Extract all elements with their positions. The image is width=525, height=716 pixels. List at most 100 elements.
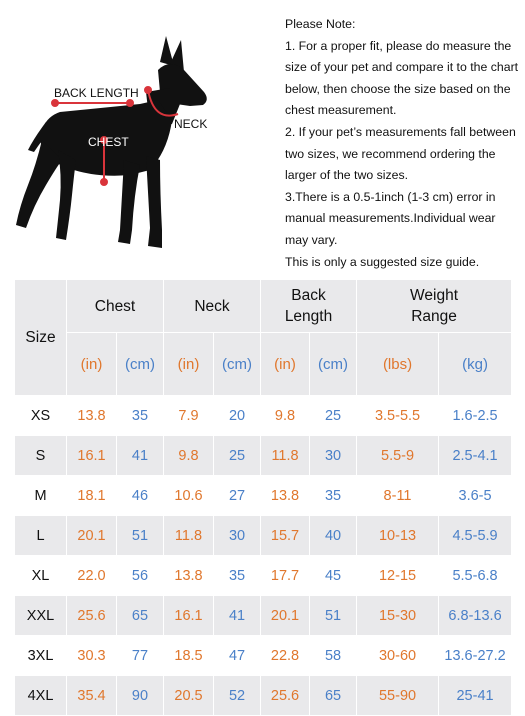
unit-header: (in) [163, 332, 214, 396]
value-cell: 30-60 [356, 635, 440, 676]
note-item: This is only a suggested size guide. [285, 254, 480, 269]
value-cell: 25.6 [66, 595, 117, 636]
value-cell: 9.8 [163, 435, 214, 476]
table-row: XS 13.8 35 7.9 20 9.8 25 3.5-5.5 1.6-2.5 [14, 395, 513, 436]
size-note: Please Note: 1. For a proper fit, please… [285, 14, 521, 273]
note-title: Please Note: [285, 17, 356, 31]
value-cell: 13.6-27.2 [438, 635, 513, 676]
value-cell: 20.5 [163, 675, 214, 716]
unit-header: (in) [260, 332, 311, 396]
value-cell: 25.6 [260, 675, 311, 716]
value-cell: 41 [116, 435, 164, 476]
neck-header: Neck [162, 279, 262, 333]
value-cell: 90 [116, 675, 164, 716]
value-cell: 35 [116, 395, 164, 436]
value-cell: 12-15 [356, 555, 440, 596]
value-cell: 7.9 [163, 395, 214, 436]
value-cell: 51 [309, 595, 358, 636]
value-cell: 27 [212, 475, 262, 516]
size-cell: 4XL [14, 675, 67, 716]
size-cell: XL [14, 555, 67, 596]
value-cell: 55-90 [356, 675, 440, 716]
value-cell: 15.7 [260, 515, 311, 556]
value-cell: 41 [212, 595, 262, 636]
value-cell: 18.5 [163, 635, 214, 676]
value-cell: 11.8 [260, 435, 311, 476]
value-cell: 35.4 [66, 675, 117, 716]
chest-header: Chest [66, 279, 164, 333]
value-cell: 3.5-5.5 [356, 395, 440, 436]
table-row: 4XL 35.4 90 20.5 52 25.6 65 55-90 25-41 [14, 675, 513, 716]
value-cell: 5.5-6.8 [438, 555, 513, 596]
size-chart-table: Size Chest Neck Back Length Weight Range… [14, 279, 513, 716]
value-cell: 30.3 [66, 635, 117, 676]
value-cell: 16.1 [163, 595, 214, 636]
size-cell: 3XL [14, 635, 67, 676]
value-cell: 2.5-4.1 [438, 435, 513, 476]
note-item: 3.There is a 0.5-1inch (1-3 cm) error in… [285, 189, 496, 247]
table-row: S 16.1 41 9.8 25 11.8 30 5.5-9 2.5-4.1 [14, 435, 513, 476]
value-cell: 18.1 [66, 475, 117, 516]
value-cell: 10-13 [356, 515, 440, 556]
value-cell: 9.8 [260, 395, 311, 436]
value-cell: 51 [116, 515, 164, 556]
size-cell: M [14, 475, 67, 516]
value-cell: 40 [309, 515, 358, 556]
table-row: 3XL 30.3 77 18.5 47 22.8 58 30-60 13.6-2… [14, 635, 513, 676]
value-cell: 46 [116, 475, 164, 516]
value-cell: 58 [309, 635, 358, 676]
value-cell: 35 [309, 475, 358, 516]
note-item: 1. For a proper fit, please do measure t… [285, 38, 519, 118]
dog-silhouette-icon [16, 36, 207, 248]
value-cell: 10.6 [163, 475, 214, 516]
value-cell: 25-41 [438, 675, 513, 716]
value-cell: 45 [309, 555, 358, 596]
value-cell: 47 [212, 635, 262, 676]
value-cell: 5.5-9 [356, 435, 440, 476]
unit-header: (cm) [116, 332, 164, 396]
value-cell: 22.8 [260, 635, 311, 676]
table-row: XXL 25.6 65 16.1 41 20.1 51 15-30 6.8-13… [14, 595, 513, 636]
value-cell: 13.8 [163, 555, 214, 596]
dog-measurement-illustration: BACK LENGTH NECK CHEST [0, 0, 275, 270]
chest-label: CHEST [88, 135, 129, 149]
value-cell: 13.8 [260, 475, 311, 516]
value-cell: 16.1 [66, 435, 117, 476]
value-cell: 6.8-13.6 [438, 595, 513, 636]
value-cell: 1.6-2.5 [438, 395, 513, 436]
note-item: 2. If your pet’s measurements fall betwe… [285, 124, 516, 183]
unit-header: (lbs) [356, 332, 440, 396]
value-cell: 20 [212, 395, 262, 436]
unit-header: (cm) [212, 332, 262, 396]
value-cell: 65 [309, 675, 358, 716]
value-cell: 3.6-5 [438, 475, 513, 516]
weight-range-header: Weight Range [356, 279, 513, 333]
unit-header: (cm) [309, 332, 358, 396]
value-cell: 17.7 [260, 555, 311, 596]
size-column-header: Size [14, 279, 67, 396]
value-cell: 15-30 [356, 595, 440, 636]
back-length-header: Back Length [260, 279, 358, 333]
neck-label: NECK [174, 117, 208, 131]
value-cell: 35 [212, 555, 262, 596]
size-cell: XXL [14, 595, 67, 636]
value-cell: 52 [212, 675, 262, 716]
size-cell: XS [14, 395, 67, 436]
value-cell: 25 [212, 435, 262, 476]
back-length-label: BACK LENGTH [54, 86, 139, 100]
value-cell: 65 [116, 595, 164, 636]
size-cell: S [14, 435, 67, 476]
table-row: M 18.1 46 10.6 27 13.8 35 8-11 3.6-5 [14, 475, 513, 516]
unit-header: (in) [66, 332, 117, 396]
table-row: XL 22.0 56 13.8 35 17.7 45 12-15 5.5-6.8 [14, 555, 513, 596]
value-cell: 22.0 [66, 555, 117, 596]
value-cell: 25 [309, 395, 358, 436]
value-cell: 30 [309, 435, 358, 476]
unit-header: (kg) [438, 332, 513, 396]
value-cell: 13.8 [66, 395, 117, 436]
value-cell: 4.5-5.9 [438, 515, 513, 556]
value-cell: 20.1 [260, 595, 311, 636]
value-cell: 56 [116, 555, 164, 596]
value-cell: 77 [116, 635, 164, 676]
value-cell: 30 [212, 515, 262, 556]
